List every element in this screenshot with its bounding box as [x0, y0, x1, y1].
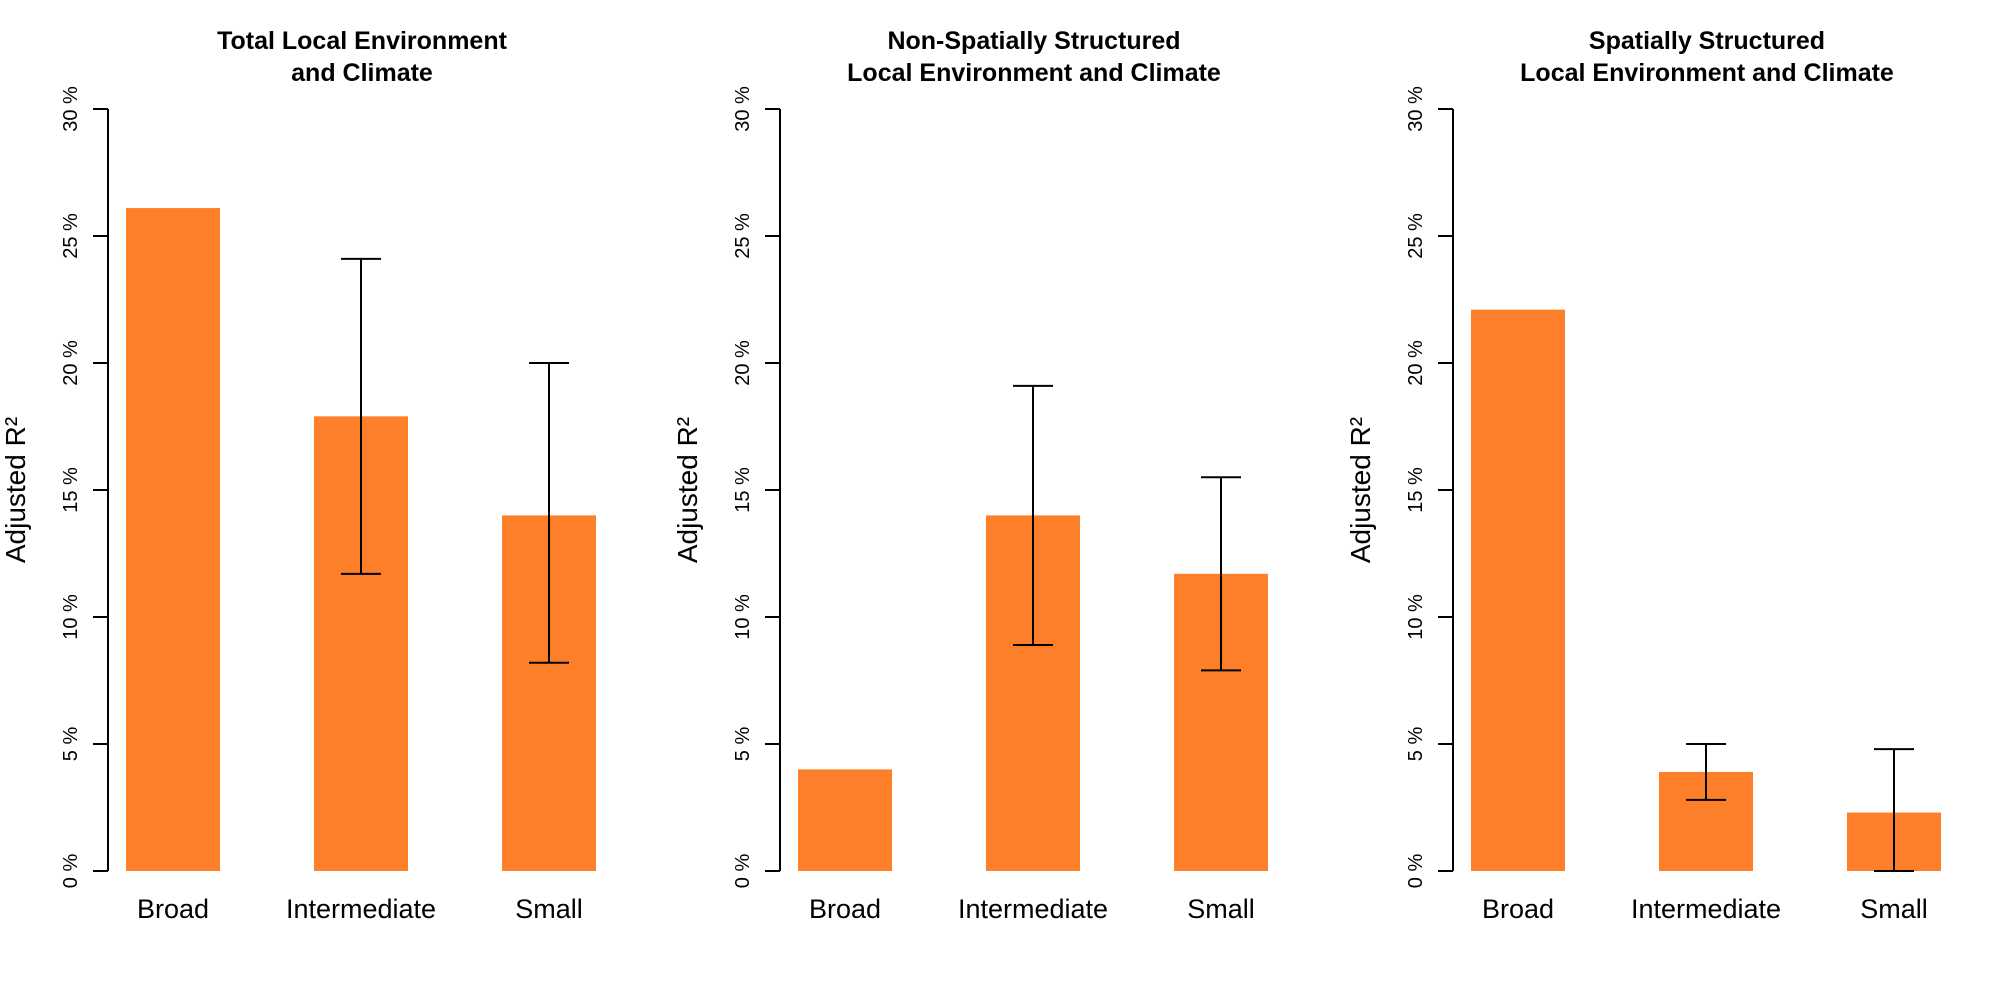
x-category-label: Intermediate: [286, 894, 436, 924]
bar-broad: [1471, 309, 1565, 871]
chart-title: Total Local Environment and Climate: [217, 27, 508, 87]
y-tick-label: 30 %: [1405, 86, 1427, 132]
y-tick-label: 30 %: [60, 86, 82, 132]
bar-broad: [126, 208, 220, 871]
chart-title-line: and Climate: [291, 59, 433, 87]
y-tick-label: 30 %: [732, 86, 754, 132]
y-tick-label: 5 %: [1405, 727, 1427, 762]
x-category-label: Broad: [809, 894, 881, 924]
x-category-label: Broad: [137, 894, 209, 924]
x-category-label: Intermediate: [1631, 894, 1781, 924]
chart-panel-3: Spatially Structured Local Environment an…: [1345, 27, 1941, 924]
chart-title-line: Total Local Environment: [217, 27, 508, 55]
y-tick-label: 0 %: [732, 854, 754, 889]
y-tick-label: 5 %: [732, 727, 754, 762]
y-tick-label: 0 %: [60, 854, 82, 889]
y-tick-label: 15 %: [60, 467, 82, 513]
y-tick-label: 20 %: [60, 340, 82, 386]
x-category-label: Small: [1187, 894, 1255, 924]
x-category-label: Broad: [1482, 894, 1554, 924]
x-category-label: Small: [515, 894, 583, 924]
chart-title-line: Non-Spatially Structured: [887, 27, 1180, 55]
chart-title-line: Spatially Structured: [1589, 27, 1825, 55]
chart-title: Non-Spatially Structured Local Environmen…: [847, 27, 1221, 87]
y-axis-label: Adjusted R²: [1345, 417, 1376, 563]
bar-broad: [798, 769, 892, 871]
y-tick-label: 15 %: [732, 467, 754, 513]
chart-panel-1: Total Local Environment and Climate 0 % 5 %…: [0, 27, 596, 924]
y-tick-label: 25 %: [60, 213, 82, 259]
y-tick-label: 10 %: [732, 594, 754, 640]
y-tick-label: 10 %: [1405, 594, 1427, 640]
chart-title-line: Local Environment and Climate: [847, 59, 1221, 87]
chart-title: Spatially Structured Local Environment an…: [1520, 27, 1894, 87]
y-axis-label: Adjusted R²: [672, 417, 703, 563]
y-tick-label: 20 %: [732, 340, 754, 386]
y-axis-label: Adjusted R²: [0, 417, 31, 563]
x-category-label: Intermediate: [958, 894, 1108, 924]
y-tick-label: 0 %: [1405, 854, 1427, 889]
y-tick-label: 5 %: [60, 727, 82, 762]
x-category-label: Small: [1860, 894, 1928, 924]
chart-title-line: Local Environment and Climate: [1520, 59, 1894, 87]
y-tick-label: 25 %: [732, 213, 754, 259]
chart-panel-2: Non-Spatially Structured Local Environmen…: [672, 27, 1268, 924]
y-tick-label: 20 %: [1405, 340, 1427, 386]
y-tick-label: 15 %: [1405, 467, 1427, 513]
y-tick-label: 10 %: [60, 594, 82, 640]
y-tick-label: 25 %: [1405, 213, 1427, 259]
